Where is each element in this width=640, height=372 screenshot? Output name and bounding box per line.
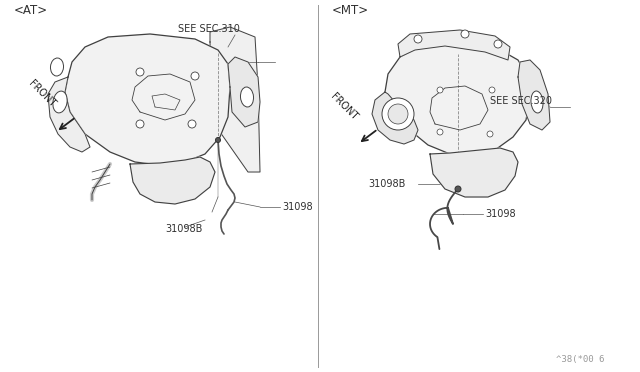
Circle shape — [455, 186, 461, 192]
Ellipse shape — [53, 91, 67, 113]
Polygon shape — [130, 157, 215, 204]
Text: FRONT: FRONT — [27, 78, 58, 109]
Polygon shape — [430, 148, 518, 197]
Polygon shape — [518, 60, 550, 130]
Ellipse shape — [531, 91, 543, 113]
Circle shape — [388, 104, 408, 124]
Circle shape — [414, 35, 422, 43]
Circle shape — [489, 87, 495, 93]
Circle shape — [437, 87, 443, 93]
Circle shape — [494, 40, 502, 48]
Polygon shape — [372, 92, 418, 144]
Polygon shape — [48, 77, 90, 152]
Polygon shape — [385, 40, 530, 155]
Text: 31098: 31098 — [282, 202, 312, 212]
Text: SEE SEC.310: SEE SEC.310 — [178, 24, 240, 34]
Text: <MT>: <MT> — [332, 4, 369, 17]
Text: FRONT: FRONT — [329, 92, 359, 122]
Circle shape — [136, 120, 144, 128]
Text: SEE SEC.320: SEE SEC.320 — [490, 96, 552, 106]
Circle shape — [382, 98, 414, 130]
Polygon shape — [398, 30, 510, 60]
Ellipse shape — [241, 87, 253, 107]
Text: 31098B: 31098B — [368, 179, 405, 189]
Circle shape — [188, 120, 196, 128]
Polygon shape — [210, 27, 260, 172]
Circle shape — [136, 68, 144, 76]
Circle shape — [437, 129, 443, 135]
Ellipse shape — [51, 58, 63, 76]
Circle shape — [216, 138, 221, 142]
Circle shape — [191, 72, 199, 80]
Polygon shape — [65, 34, 230, 165]
Circle shape — [461, 30, 469, 38]
Polygon shape — [228, 57, 260, 127]
Text: <AT>: <AT> — [14, 4, 48, 17]
Text: 31098: 31098 — [485, 209, 516, 219]
Text: ^38(*00 6: ^38(*00 6 — [556, 355, 604, 364]
Text: 31098B: 31098B — [165, 224, 202, 234]
Circle shape — [487, 131, 493, 137]
